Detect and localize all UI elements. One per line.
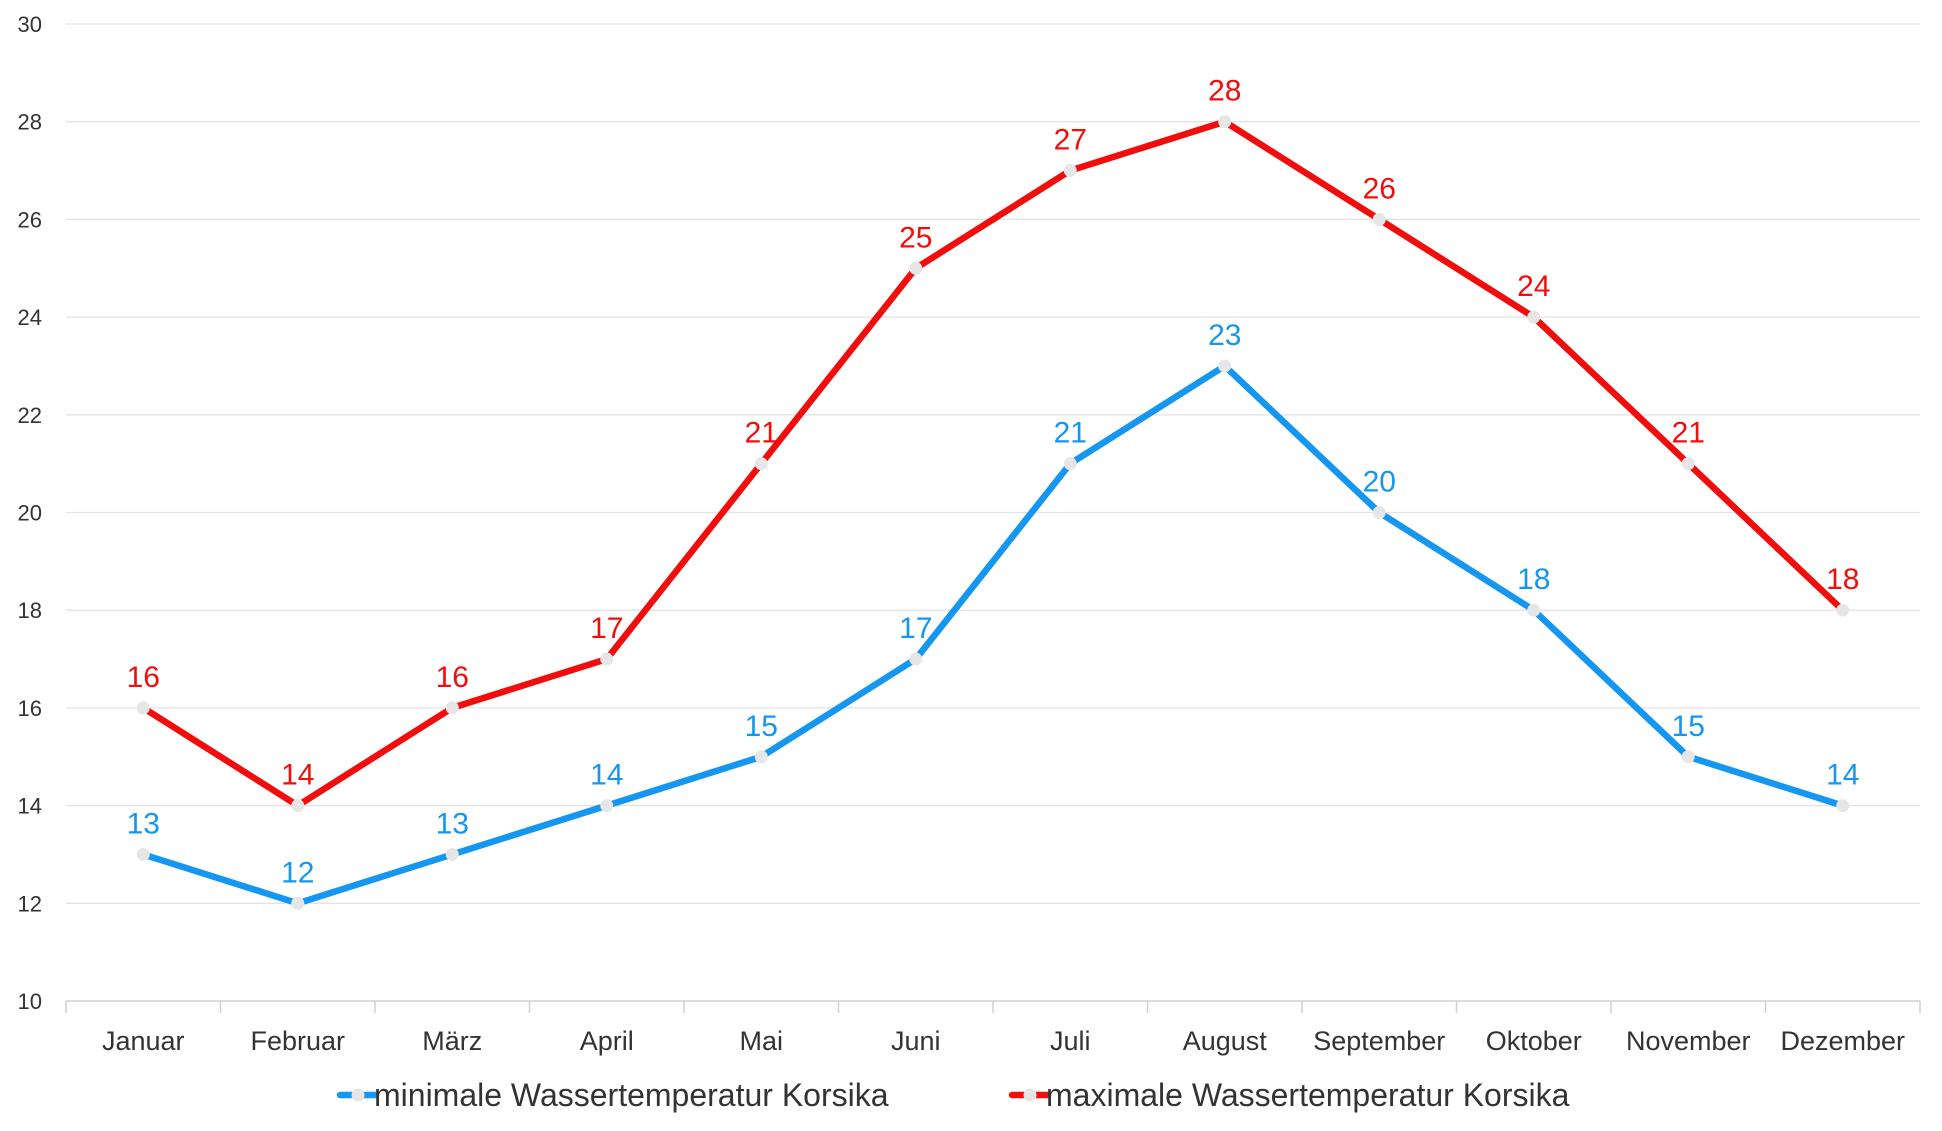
data-label: 18 bbox=[1517, 563, 1550, 596]
data-label: 15 bbox=[745, 710, 778, 743]
data-label: 28 bbox=[1208, 75, 1241, 108]
data-label: 21 bbox=[1672, 417, 1705, 450]
data-label: 16 bbox=[127, 661, 160, 694]
x-tick-label: August bbox=[1183, 1026, 1268, 1056]
data-point bbox=[1063, 457, 1077, 471]
data-label: 24 bbox=[1517, 270, 1550, 303]
data-label: 17 bbox=[899, 612, 932, 645]
data-label: 27 bbox=[1054, 124, 1087, 157]
data-point bbox=[1836, 603, 1850, 617]
data-point bbox=[1372, 506, 1386, 519]
data-label: 18 bbox=[1826, 563, 1859, 596]
x-axis: Januar Februar März April Mai Juni Juli August S… bbox=[65, 1000, 1921, 1056]
data-point bbox=[1836, 799, 1850, 813]
data-label: 13 bbox=[127, 807, 160, 840]
data-label: 21 bbox=[1054, 417, 1087, 450]
y-tick-label: 20 bbox=[18, 501, 42, 526]
data-point bbox=[1372, 212, 1386, 226]
x-tick-label: Juli bbox=[1050, 1026, 1091, 1056]
data-point bbox=[1681, 457, 1695, 471]
data-label: 14 bbox=[1826, 759, 1859, 792]
data-labels: 13 12 13 14 15 17 21 23 20 18 15 14 16 14 16 17 21 25 27 28… bbox=[127, 75, 1860, 890]
x-tick-label: April bbox=[580, 1026, 634, 1056]
y-tick-label: 22 bbox=[18, 403, 42, 428]
data-point bbox=[1218, 115, 1232, 129]
data-point bbox=[445, 701, 459, 715]
data-label: 26 bbox=[1363, 172, 1396, 205]
x-tick-label: Mai bbox=[739, 1026, 783, 1056]
data-point bbox=[600, 799, 614, 813]
legend-label-0: minimale Wassertemperatur Korsika bbox=[374, 1077, 889, 1113]
legend-marker-0 bbox=[351, 1088, 365, 1102]
data-label: 14 bbox=[281, 759, 314, 792]
x-tick-label: September bbox=[1313, 1026, 1445, 1056]
x-tick-label: November bbox=[1626, 1026, 1751, 1056]
y-tick-label: 30 bbox=[18, 12, 42, 37]
data-label: 25 bbox=[899, 221, 932, 254]
series-line-0 bbox=[140, 362, 1846, 907]
x-tick-label: Dezember bbox=[1780, 1026, 1905, 1056]
data-point bbox=[909, 652, 923, 666]
data-label: 15 bbox=[1672, 710, 1705, 743]
data-point bbox=[136, 701, 150, 715]
data-label: 12 bbox=[281, 856, 314, 889]
data-point bbox=[1681, 750, 1695, 764]
data-point bbox=[754, 750, 768, 764]
data-point bbox=[754, 457, 768, 471]
y-tick-label: 12 bbox=[18, 891, 42, 916]
y-tick-label: 18 bbox=[18, 598, 42, 623]
y-axis: 10 12 14 16 18 20 22 24 26 28 30 bbox=[18, 12, 42, 1014]
data-point bbox=[600, 652, 614, 666]
y-tick-label: 16 bbox=[18, 696, 42, 721]
y-tick-label: 14 bbox=[18, 794, 42, 819]
legend-label-1: maximale Wassertemperatur Korsika bbox=[1046, 1077, 1570, 1113]
series-line-1 bbox=[140, 118, 1846, 809]
data-point bbox=[1527, 310, 1541, 324]
series-lines bbox=[136, 115, 1850, 910]
x-tick-label: Februar bbox=[250, 1026, 345, 1056]
data-point bbox=[445, 847, 459, 861]
data-point bbox=[909, 261, 923, 275]
data-label: 21 bbox=[745, 417, 778, 450]
grid-lines bbox=[66, 23, 1920, 904]
legend: minimale Wassertemperatur Korsika maximal… bbox=[336, 1077, 1570, 1113]
x-tick-label: Januar bbox=[102, 1026, 185, 1056]
data-label: 13 bbox=[436, 807, 469, 840]
data-label: 20 bbox=[1363, 466, 1396, 499]
y-tick-label: 10 bbox=[18, 989, 42, 1014]
data-label: 23 bbox=[1208, 319, 1241, 352]
data-point bbox=[136, 847, 150, 861]
data-label: 16 bbox=[436, 661, 469, 694]
data-point bbox=[1063, 164, 1077, 178]
x-tick-label: Juni bbox=[891, 1026, 941, 1056]
data-label: 14 bbox=[590, 759, 623, 792]
data-point bbox=[291, 799, 305, 813]
data-point bbox=[1527, 603, 1541, 617]
data-label: 17 bbox=[590, 612, 623, 645]
y-tick-label: 24 bbox=[18, 305, 42, 330]
legend-marker-1 bbox=[1023, 1088, 1037, 1102]
y-tick-label: 28 bbox=[18, 110, 42, 135]
x-tick-label: März bbox=[422, 1026, 482, 1056]
x-tick-label: Oktober bbox=[1486, 1026, 1582, 1056]
data-point bbox=[1218, 359, 1232, 373]
y-tick-label: 26 bbox=[18, 207, 42, 232]
data-point bbox=[291, 896, 305, 910]
